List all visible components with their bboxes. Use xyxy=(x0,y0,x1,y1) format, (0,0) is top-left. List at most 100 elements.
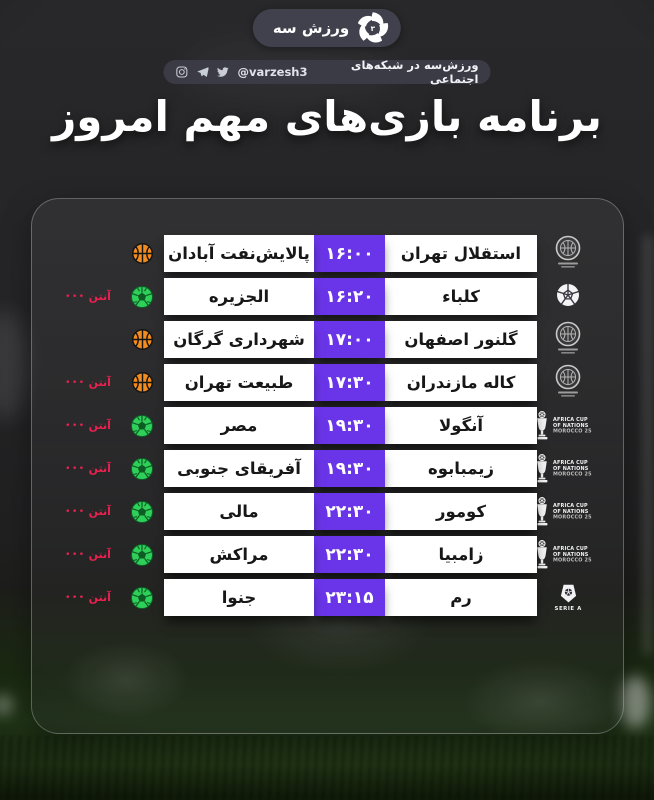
sport-icon-slot xyxy=(120,328,164,351)
football-icon xyxy=(131,500,153,523)
afcon-trophy-icon xyxy=(537,539,548,568)
team-right-box: کاله مازندران xyxy=(385,364,537,401)
brand-name: ورزش سه xyxy=(272,19,350,37)
serie-a-label: SERIE A xyxy=(554,604,582,612)
team-left-name: مالی xyxy=(219,502,259,521)
team-left-box: مراکش xyxy=(164,536,314,573)
light-blob xyxy=(0,310,28,420)
match-time-box: ۱۷:۳۰ xyxy=(314,364,385,401)
match-row: AFRICA CUP OF NATIONS MOROCCO 25 زیمبابوه … xyxy=(56,450,599,487)
telegram-icon xyxy=(197,67,209,77)
basketball-league-badge-icon xyxy=(555,364,581,397)
match-list: استقلال تهران ۱۶:۰۰ پالایش‌نفت آبادان کل… xyxy=(56,235,599,616)
basketball-icon xyxy=(131,372,153,393)
match-time-box: ۲۳:۱۵ xyxy=(314,579,385,616)
match-row: گلنور اصفهان ۱۷:۰۰ شهرداری گرگان xyxy=(56,321,599,358)
sport-icon-slot xyxy=(120,500,164,524)
varzesh3-logo-pill: ۳ ورزش سه xyxy=(252,9,402,47)
anten-badge: آنتن ••• xyxy=(56,290,120,303)
football-icon xyxy=(131,414,153,437)
page-title: برنامه بازی‌های مهم امروز xyxy=(52,92,602,141)
sport-icon-slot xyxy=(120,371,164,394)
anten-label: آنتن xyxy=(88,419,111,432)
match-time-box: ۱۶:۲۰ xyxy=(314,278,385,315)
match-time: ۲۳:۱۵ xyxy=(325,587,374,608)
anten-badge: آنتن ••• xyxy=(56,419,120,432)
match-time: ۲۲:۳۰ xyxy=(325,501,374,522)
team-right-box: رم xyxy=(385,579,537,616)
match-time-box: ۲۲:۳۰ xyxy=(314,536,385,573)
league-logo-slot xyxy=(537,320,599,360)
team-left-name: طبیعت تهران xyxy=(184,373,294,392)
match-row: استقلال تهران ۱۶:۰۰ پالایش‌نفت آبادان xyxy=(56,235,599,272)
match-row: کاله مازندران ۱۷:۳۰ طبیعت تهران آنتن ••• xyxy=(56,364,599,401)
match-row: SERIE A رم ۲۳:۱۵ جنوا آنتن ••• xyxy=(56,579,599,616)
anten-badge: آنتن ••• xyxy=(56,548,120,561)
match-time-box: ۱۹:۳۰ xyxy=(314,407,385,444)
sport-icon-slot xyxy=(120,285,164,309)
light-streak xyxy=(644,235,651,655)
afcon-logo-text: AFRICA CUP OF NATIONS MOROCCO 25 xyxy=(553,502,593,521)
light-dot xyxy=(0,694,14,716)
varzesh3-swirl-icon: ۳ xyxy=(355,12,392,46)
team-right-box: استقلال تهران xyxy=(385,235,537,272)
sport-icon-slot xyxy=(120,586,164,610)
anten-label: آنتن xyxy=(88,548,111,561)
twitter-icon xyxy=(217,67,230,77)
team-left-name: مراکش xyxy=(209,545,269,564)
league-logo-slot xyxy=(537,234,599,274)
team-right-name: زیمبابوه xyxy=(428,459,494,478)
anten-dots: ••• xyxy=(65,507,86,517)
team-left-name: آفریقای جنوبی xyxy=(177,459,301,478)
league-logo-slot: AFRICA CUP OF NATIONS MOROCCO 25 xyxy=(535,453,600,484)
team-left-box: مالی xyxy=(164,493,314,530)
match-row: کلباء ۱۶:۲۰ الجزیره آنتن ••• xyxy=(56,278,599,315)
team-left-box: پالایش‌نفت آبادان xyxy=(164,235,314,272)
basketball-league-logo xyxy=(551,320,585,360)
anten-dots: ••• xyxy=(65,421,86,431)
team-right-box: زامبیا xyxy=(385,536,537,573)
match-row: AFRICA CUP OF NATIONS MOROCCO 25 کومور ۲۲:… xyxy=(56,493,599,530)
anten-dots: ••• xyxy=(65,550,86,560)
match-row: AFRICA CUP OF NATIONS MOROCCO 25 آنگولا ۱۹… xyxy=(56,407,599,444)
anten-dots: ••• xyxy=(65,464,86,474)
league-logo-slot: AFRICA CUP OF NATIONS MOROCCO 25 xyxy=(535,496,600,527)
team-left-box: جنوا xyxy=(164,579,314,616)
team-left-box: آفریقای جنوبی xyxy=(164,450,314,487)
anten-label: آنتن xyxy=(88,290,111,303)
basketball-icon xyxy=(131,243,153,264)
champions-league-logo xyxy=(555,282,581,312)
afcon-logo-text: AFRICA CUP OF NATIONS MOROCCO 25 xyxy=(553,545,593,564)
team-left-name: جنوا xyxy=(221,588,257,607)
anten-label: آنتن xyxy=(88,376,111,389)
social-handle: @varzesh3 xyxy=(237,65,308,79)
afcon-trophy-icon xyxy=(537,496,548,525)
team-right-name: کاله مازندران xyxy=(406,373,516,392)
afcon-logo: AFRICA CUP OF NATIONS MOROCCO 25 xyxy=(535,453,600,484)
team-left-box: مصر xyxy=(164,407,314,444)
anten-badge: آنتن ••• xyxy=(56,505,120,518)
afcon-logo: AFRICA CUP OF NATIONS MOROCCO 25 xyxy=(535,539,600,570)
sport-icon-slot xyxy=(120,457,164,481)
grass-strip xyxy=(0,736,654,800)
league-logo-slot: AFRICA CUP OF NATIONS MOROCCO 25 xyxy=(535,410,600,441)
team-right-name: گلنور اصفهان xyxy=(404,330,518,349)
team-right-box: کلباء xyxy=(385,278,537,315)
team-right-name: کومور xyxy=(436,502,486,521)
football-icon xyxy=(131,457,153,480)
match-row: AFRICA CUP OF NATIONS MOROCCO 25 زامبیا ۲۲… xyxy=(56,536,599,573)
social-bar-text: ورزش‌سه در شبکه‌های اجتماعی xyxy=(350,58,479,86)
team-right-name: کلباء xyxy=(442,287,480,306)
afcon-trophy-icon xyxy=(537,410,548,439)
afcon-logo: AFRICA CUP OF NATIONS MOROCCO 25 xyxy=(535,496,600,527)
serie-a-shield-icon xyxy=(560,584,576,602)
social-bar: ورزش‌سه در شبکه‌های اجتماعی @varzesh3 xyxy=(163,58,491,86)
instagram-icon xyxy=(176,66,188,78)
basketball-league-logo xyxy=(551,363,585,403)
match-time: ۱۹:۳۰ xyxy=(325,415,374,436)
anten-label: آنتن xyxy=(88,462,111,475)
match-time: ۱۶:۲۰ xyxy=(325,286,374,307)
afcon-trophy-icon xyxy=(537,453,548,482)
afcon-logo: AFRICA CUP OF NATIONS MOROCCO 25 xyxy=(535,410,600,441)
anten-dots: ••• xyxy=(65,593,86,603)
